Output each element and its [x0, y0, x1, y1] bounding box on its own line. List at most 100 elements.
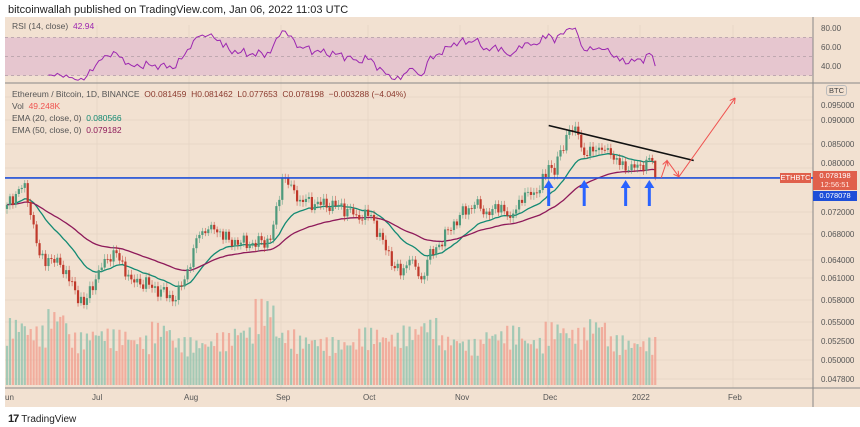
rsi-legend: RSI (14, close) 42.94: [12, 21, 94, 31]
volume-bar: [266, 301, 269, 385]
candle-body: [14, 194, 17, 205]
volume-bar: [393, 346, 396, 385]
candle-body: [541, 173, 544, 191]
candle-countdown: 12:56:51: [820, 180, 850, 189]
volume-bar: [594, 322, 598, 385]
candle-body: [38, 243, 41, 256]
candle-body: [538, 190, 541, 194]
volume-bar: [322, 350, 325, 385]
candle-body: [195, 238, 198, 249]
volume-bar: [186, 356, 189, 385]
volume-bar: [245, 337, 248, 385]
time-axis-label: Sep: [276, 393, 291, 402]
volume-bar: [529, 344, 533, 385]
volume-bar: [316, 346, 319, 385]
volume-legend[interactable]: Vol 49.248K: [12, 101, 60, 111]
projection-arrow-head: [666, 160, 669, 167]
projection-arrow-head: [677, 170, 680, 177]
candle-body: [606, 148, 609, 150]
projection-path: [660, 97, 736, 179]
volume-bar: [103, 340, 106, 385]
volume-bar: [44, 347, 47, 385]
candle-body: [65, 270, 68, 275]
candle-body: [479, 199, 482, 209]
volume-bar: [441, 335, 444, 385]
volume-bar: [603, 322, 607, 385]
volume-bar: [20, 323, 23, 385]
candle-body: [615, 158, 618, 160]
symbol-legend[interactable]: Ethereum / Bitcoin, 1D, BINANCE O0.08145…: [12, 89, 406, 99]
price-axis-label: 0.047800: [821, 375, 855, 384]
volume-bar: [207, 346, 210, 385]
candle-body: [343, 203, 346, 217]
volume-bar: [526, 343, 530, 385]
volume-bar: [630, 347, 633, 385]
tradingview-logo[interactable]: 17 TradingView: [8, 413, 76, 425]
volume-bar: [298, 335, 302, 385]
candle-body: [402, 268, 405, 276]
volume-bar: [500, 331, 503, 385]
candle-body: [322, 198, 325, 205]
candle-body: [35, 224, 38, 244]
volume-bar: [91, 331, 94, 385]
candle-body: [251, 242, 254, 245]
volume-bar: [654, 337, 657, 385]
candle-body: [269, 238, 272, 240]
volume-bar: [233, 328, 237, 385]
candle-body: [304, 198, 308, 203]
volume-bar: [14, 319, 17, 385]
ema20-label: EMA (20, close, 0): [12, 113, 82, 123]
volume-bar: [79, 332, 83, 385]
candle-body: [139, 278, 142, 285]
volume-bar: [325, 337, 328, 385]
candle-body: [378, 232, 382, 237]
candle-body: [470, 208, 473, 210]
volume-bar: [615, 335, 618, 385]
volume-bar: [589, 319, 592, 385]
ema50-legend[interactable]: EMA (50, close, 0) 0.079182: [12, 125, 122, 135]
volume-bar: [340, 349, 343, 385]
candle-body: [517, 199, 521, 210]
volume-bar: [414, 329, 417, 385]
candle-body: [369, 215, 373, 216]
volume-bar: [236, 335, 239, 385]
candle-body: [577, 126, 580, 135]
candle-body: [523, 192, 527, 203]
candle-body: [88, 286, 91, 299]
candle-body: [50, 258, 53, 259]
candle-body: [432, 249, 435, 255]
volume-bar: [32, 340, 35, 385]
volume-bar: [535, 348, 538, 385]
blue-up-arrow-head: [579, 180, 590, 188]
volume-bar: [82, 349, 86, 385]
volume-bar: [216, 332, 219, 385]
candle-body: [532, 192, 535, 195]
candle-body: [500, 204, 503, 213]
volume-bar: [195, 340, 198, 385]
volume-bar: [62, 315, 65, 385]
volume-bar: [68, 334, 71, 385]
volume-bar: [349, 345, 352, 385]
candle-body: [180, 285, 183, 287]
volume-bar: [47, 309, 50, 385]
volume-bar: [402, 325, 405, 385]
candle-body: [56, 257, 59, 263]
candle-body: [272, 224, 275, 240]
candle-body: [177, 285, 180, 300]
candle-body: [68, 270, 71, 282]
candle-body: [449, 229, 453, 231]
candle-body: [574, 126, 577, 131]
volume-bar: [583, 327, 586, 385]
volume-bar: [213, 346, 216, 385]
candle-body: [201, 231, 204, 235]
volume-bar: [467, 339, 470, 385]
candle-body: [372, 215, 376, 221]
ema20-legend[interactable]: EMA (20, close, 0) 0.080566: [12, 113, 122, 123]
volume-bar: [59, 316, 62, 385]
candle-body: [112, 250, 115, 262]
time-axis-label: 2022: [632, 393, 650, 402]
candle-body: [393, 265, 396, 269]
volume-bar: [488, 338, 491, 385]
volume-bar: [136, 344, 139, 385]
